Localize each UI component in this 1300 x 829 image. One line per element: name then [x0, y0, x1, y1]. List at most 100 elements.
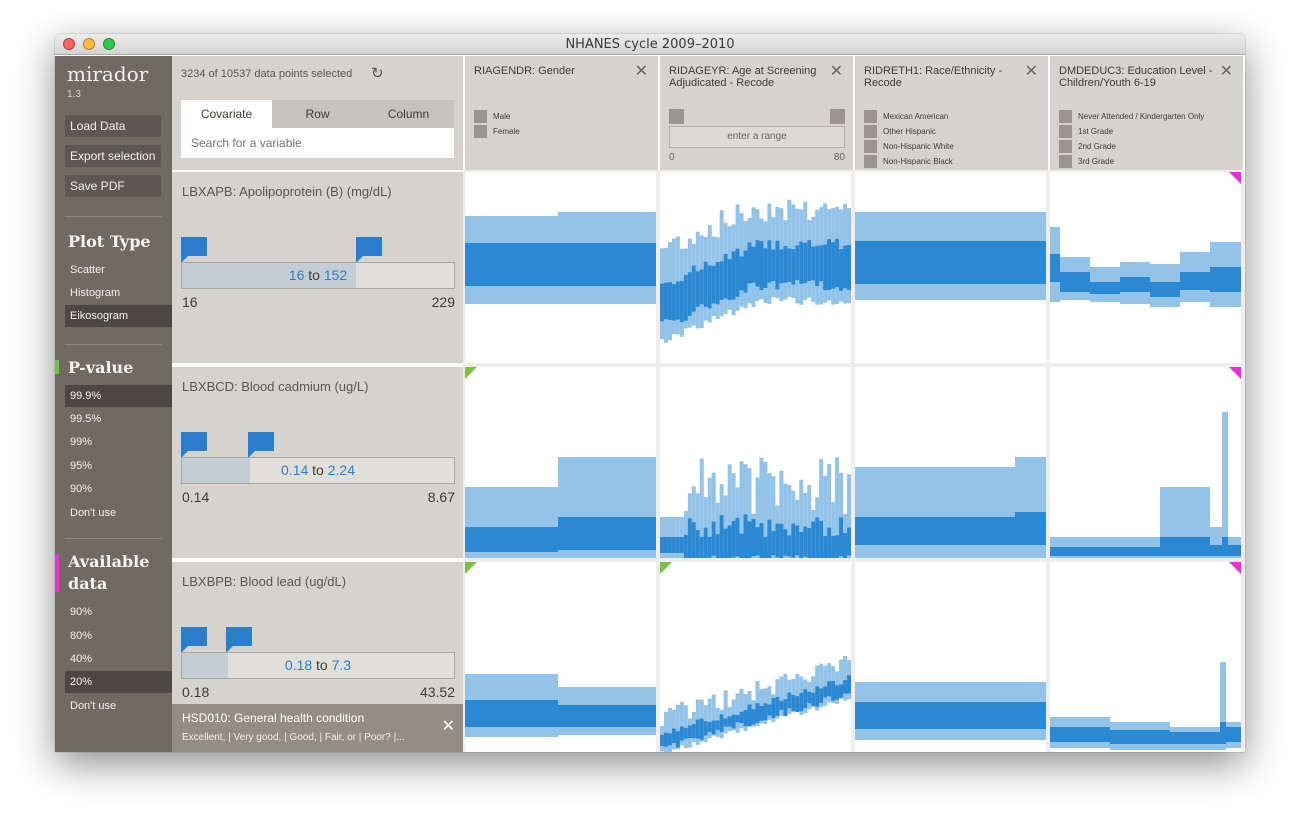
eikosogram-bar-dark — [775, 240, 780, 290]
range-slider[interactable]: 16 to 152 — [181, 262, 455, 289]
plot-cell[interactable] — [465, 562, 656, 752]
eikosogram-bar-dark — [727, 259, 732, 300]
eikosogram-bar-light — [767, 686, 772, 720]
available-80[interactable]: 80% — [70, 630, 93, 642]
category-swatch — [474, 110, 487, 123]
plot-type-histogram[interactable]: Histogram — [70, 287, 121, 299]
eikosogram-bar-dark — [783, 529, 788, 556]
plot-cell[interactable] — [1050, 172, 1241, 363]
eikosogram-bar-dark — [855, 702, 1046, 729]
eikosogram-bar-dark — [751, 246, 756, 283]
zoom-window-button[interactable] — [103, 38, 115, 50]
category-item[interactable]: Never Attended / Kindergarten Only — [1059, 110, 1204, 124]
available-20[interactable]: 20% — [65, 671, 172, 693]
category-item[interactable]: 3rd Grade — [1059, 155, 1114, 169]
export-selection-button[interactable]: Export selection — [65, 145, 161, 167]
eikosogram-bar-dark — [835, 685, 840, 700]
eikosogram-bar-dark — [1210, 545, 1222, 556]
range-readout: 0.14 to 2.24 — [281, 462, 355, 478]
range-max-flag[interactable] — [226, 627, 252, 653]
category-item[interactable]: Non-Hispanic Black — [864, 155, 953, 169]
category-swatch — [1059, 140, 1072, 153]
range-max-handle[interactable] — [830, 109, 845, 124]
range-max-flag[interactable] — [248, 432, 274, 458]
eikosogram-bar-dark — [1222, 537, 1228, 556]
eikosogram-bar-light — [743, 464, 748, 558]
category-item[interactable]: 2nd Grade — [1059, 140, 1116, 154]
category-item[interactable]: 1st Grade — [1059, 125, 1113, 139]
eikosogram-bar-dark — [767, 240, 772, 283]
eikosogram-bar-light — [783, 673, 788, 715]
eikosogram-bar-light — [711, 472, 716, 558]
eikosogram-bar-dark — [811, 246, 816, 281]
category-item[interactable]: Male — [474, 110, 510, 124]
refresh-icon[interactable]: ↻ — [371, 65, 384, 82]
range-min-flag[interactable] — [181, 432, 207, 458]
plot-cell[interactable] — [465, 367, 656, 558]
plot-cell[interactable] — [855, 562, 1046, 752]
eikosogram-bar-dark — [799, 241, 804, 284]
pvalue-90[interactable]: 90% — [70, 483, 93, 495]
pvalue-95[interactable]: 95% — [70, 460, 93, 472]
tab-covariate[interactable]: Covariate — [181, 100, 272, 128]
eikosogram-bar-dark — [787, 692, 792, 709]
close-icon[interactable]: ✕ — [1219, 63, 1233, 80]
available-40[interactable]: 40% — [70, 653, 93, 665]
pvalue-dont-use[interactable]: Don't use — [70, 507, 117, 519]
plot-cell[interactable] — [855, 172, 1046, 363]
close-icon[interactable]: ✕ — [829, 63, 843, 80]
eikosogram-bar-dark — [675, 281, 680, 320]
plot-cell[interactable] — [660, 172, 851, 363]
eikosogram-bar-dark — [707, 265, 712, 309]
range-max-flag[interactable] — [356, 237, 382, 263]
eikosogram-bar-dark — [815, 517, 820, 558]
range-input[interactable]: enter a range — [669, 126, 845, 148]
range-slider[interactable]: 0.14 to 2.24 — [181, 457, 455, 484]
eikosogram-bar-dark — [558, 705, 656, 727]
plot-cell[interactable] — [660, 562, 851, 752]
pvalue-color-marker — [55, 360, 59, 374]
close-icon[interactable]: ✕ — [1024, 63, 1038, 80]
pvalue-99-5[interactable]: 99.5% — [70, 413, 102, 425]
close-icon[interactable]: ✕ — [634, 63, 648, 80]
eikosogram-bar-dark — [779, 523, 784, 558]
plot-cell[interactable] — [465, 172, 656, 363]
plot-cell[interactable] — [660, 367, 851, 558]
app-window: NHANES cycle 2009–2010 mirador 1.3 Load … — [55, 34, 1245, 752]
range-min-flag[interactable] — [181, 627, 207, 653]
plot-cell[interactable] — [855, 367, 1046, 558]
eikosogram-bar-light — [819, 663, 824, 708]
eikosogram-bar-light — [683, 510, 688, 558]
eikosogram-bar-dark — [739, 711, 744, 723]
eikosogram-bar-dark — [558, 517, 656, 550]
covariate-panel[interactable]: HSD010: General health condition Excelle… — [172, 704, 463, 752]
eikosogram-bar-dark — [775, 523, 780, 558]
plot-type-eikosogram[interactable]: Eikosogram — [65, 305, 172, 327]
plot-cell[interactable] — [1050, 367, 1241, 558]
tab-column[interactable]: Column — [363, 100, 454, 128]
available-90[interactable]: 90% — [70, 606, 93, 618]
load-data-button[interactable]: Load Data — [65, 115, 161, 137]
category-item[interactable]: Mexican American — [864, 110, 948, 124]
eikosogram-bar-dark — [1110, 730, 1170, 744]
pvalue-99[interactable]: 99% — [70, 436, 93, 448]
category-item[interactable]: Female — [474, 125, 520, 139]
eikosogram-bar-dark — [771, 530, 776, 556]
range-slider[interactable]: 0.18 to 7.3 — [181, 652, 455, 679]
category-item[interactable]: Non-Hispanic White — [864, 140, 954, 154]
save-pdf-button[interactable]: Save PDF — [65, 175, 161, 197]
range-min-flag[interactable] — [181, 237, 207, 263]
variable-search-input[interactable] — [181, 128, 454, 158]
close-icon[interactable]: ✕ — [441, 718, 455, 735]
eikosogram-bar-light — [731, 473, 736, 558]
plot-cell[interactable] — [1050, 562, 1241, 752]
category-item[interactable]: Other Hispanic — [864, 125, 936, 139]
range-min-handle[interactable] — [669, 109, 684, 124]
range-min-label: 16 — [182, 294, 198, 310]
plot-type-scatter[interactable]: Scatter — [70, 264, 105, 276]
tab-row[interactable]: Row — [272, 100, 363, 128]
available-dont-use[interactable]: Don't use — [70, 700, 117, 712]
minimize-window-button[interactable] — [83, 38, 95, 50]
pvalue-99-9[interactable]: 99.9% — [65, 385, 172, 407]
close-window-button[interactable] — [63, 38, 75, 50]
